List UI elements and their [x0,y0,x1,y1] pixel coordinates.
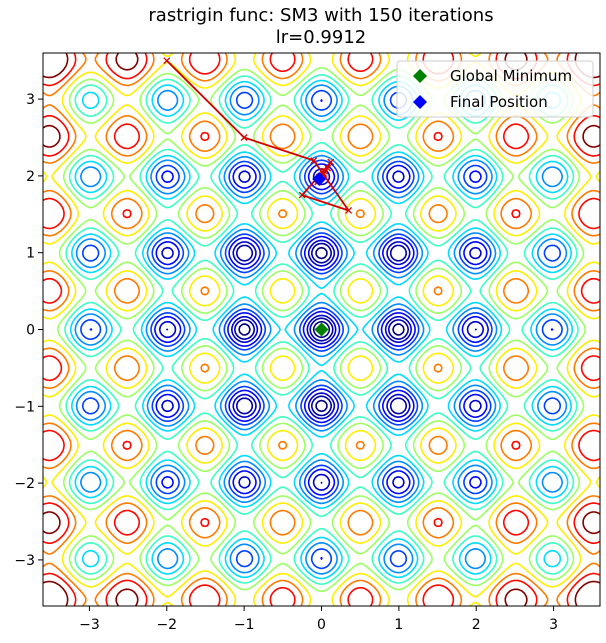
x-axis: −3 −2 −1 0 1 2 3 [79,606,558,633]
legend-global-minimum-icon [413,69,427,83]
y-tick-label-5: 2 [26,169,35,185]
contour-level-10 [43,53,600,606]
global-minimum-marker [314,322,329,337]
path-point-0 [163,57,171,65]
x-tick-label-2: −1 [234,617,255,633]
path-point-5 [327,158,335,166]
legend: Global Minimum Final Position [396,60,594,118]
path-point-4 [298,191,306,199]
contour-level-4 [80,89,563,570]
final-position-marker [312,171,327,186]
y-tick-label-0: −3 [14,553,35,569]
contour-level-12 [43,53,600,606]
y-tick-label-1: −2 [14,476,35,492]
path-point-1 [240,134,248,141]
contour-level-5 [74,84,569,575]
x-tick-label-4: 1 [394,617,403,633]
x-tick-label-6: 3 [549,617,558,633]
x-tick-label-0: −3 [79,617,100,633]
contour-level-9 [43,53,600,606]
contour-level-3 [89,99,554,560]
y-tick-label-3: 0 [26,323,35,339]
contour-level-11 [43,53,600,606]
contour-level-7 [64,74,579,585]
y-axis: −3 −2 −1 0 1 2 3 [14,92,43,569]
legend-box [396,60,594,118]
path-point-3 [345,206,353,214]
contour-level-2 [158,168,485,491]
y-tick-label-6: 3 [26,92,35,108]
x-tick-label-5: 2 [472,617,481,633]
legend-label-final-position: Final Position [450,93,548,111]
contour-lines [43,53,600,606]
point-markers [312,171,329,337]
contour-level-8 [57,66,586,593]
contour-level-1 [166,175,477,484]
legend-label-global-minimum: Global Minimum [450,67,572,85]
chart-subtitle: lr=0.9912 [276,27,366,48]
contour-level-0 [238,246,405,413]
path-point-2 [310,157,318,164]
x-tick-label-1: −2 [156,617,177,633]
contour-level-6 [69,79,574,580]
y-tick-label-2: −1 [14,399,35,415]
chart-title: rastrigin func: SM3 with 150 iterations [148,5,493,26]
y-tick-label-4: 1 [26,246,35,262]
x-tick-label-3: 0 [317,617,326,633]
legend-final-position-icon [413,95,427,109]
